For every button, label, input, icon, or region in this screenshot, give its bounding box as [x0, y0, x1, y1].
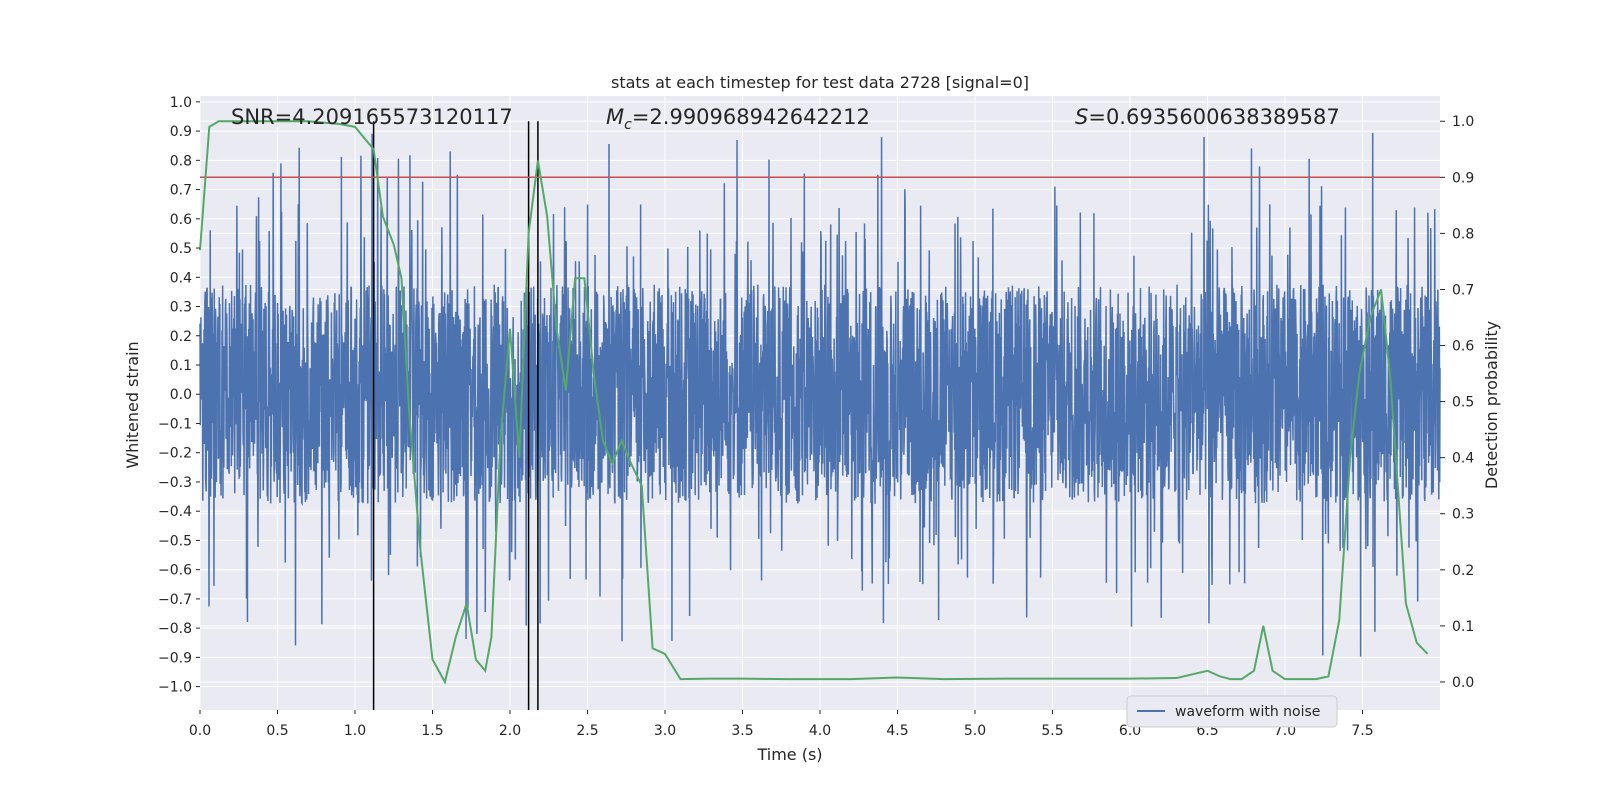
y-tick-labels: 1.0 0.9 0.8 0.7 0.6 0.5 0.4 0.3 0.2 0.1 0.0 −0.1 −0.… [158, 95, 200, 696]
probability-line [199, 120, 1429, 685]
y-tick-label: 0.4 [170, 270, 192, 286]
x-tick-label: 0.5 [266, 723, 288, 739]
x-tick-label: 1.0 [344, 723, 366, 739]
x-tick-label: 0.0 [189, 723, 211, 739]
y-tick-label: −0.7 [158, 592, 192, 608]
y-tick-label: 0.9 [170, 124, 192, 140]
x-tick-label: 2.5 [576, 723, 598, 739]
y2-tick-label: 0.6 [1452, 339, 1474, 355]
x-tick-label: 2.0 [499, 723, 521, 739]
y-tick-label: 1.0 [170, 95, 192, 111]
y-tick-label: −0.4 [158, 504, 192, 520]
y-tick-label: 0.5 [170, 241, 192, 257]
vertical-markers [372, 121, 539, 710]
y2-tick-label: 0.8 [1452, 226, 1474, 242]
x-tick-label: 7.5 [1351, 723, 1373, 739]
probability-series [199, 120, 1429, 685]
chart-title: stats at each timestep for test data 272… [611, 73, 1029, 92]
x-tick-labels: 0.0 0.5 1.0 1.5 2.0 2.5 3.0 3.5 4.0 4.5 5.0 5.5 6.0 6… [189, 710, 1374, 739]
y-tick-label: −1.0 [158, 680, 192, 696]
y2-tick-label: 0.5 [1452, 395, 1474, 411]
y-tick-label: 0.8 [170, 153, 192, 169]
y2-tick-label: 0.0 [1452, 675, 1474, 691]
y2-tick-label: 0.1 [1452, 619, 1474, 635]
x-tick-label: 4.0 [809, 723, 831, 739]
s-symbol: S [1075, 105, 1088, 129]
y2-axis-title: Detection probability [1482, 321, 1501, 489]
y2-tick-label: 0.3 [1452, 507, 1474, 523]
legend: waveform with noise [1126, 695, 1338, 728]
y2-tick-labels: 1.0 0.9 0.8 0.7 0.6 0.5 0.4 0.3 0.2 0.1 0.0 [1440, 114, 1474, 691]
s-value: =0.6935600638389587 [1088, 105, 1339, 129]
x-tick-label: 5.0 [964, 723, 986, 739]
x-tick-label: 4.5 [886, 723, 908, 739]
y-tick-label: −0.5 [158, 533, 192, 549]
y-tick-label: 0.6 [170, 212, 192, 228]
s-annotation: S=0.6935600638389587 [1075, 105, 1340, 129]
chirp-mass-symbol: M [606, 105, 624, 129]
y-axis-title: Whitened strain [123, 341, 142, 468]
y-tick-label: −0.1 [158, 416, 192, 432]
y2-tick-label: 0.2 [1452, 563, 1474, 579]
x-tick-label: 3.0 [654, 723, 676, 739]
y-tick-label: −0.6 [158, 563, 192, 579]
y-tick-label: 0.0 [170, 387, 192, 403]
y2-tick-label: 0.7 [1452, 282, 1474, 298]
chirp-mass-annotation: Mc=2.990968942642212 [606, 105, 870, 133]
y2-tick-label: 1.0 [1452, 114, 1474, 130]
y2-tick-label: 0.4 [1452, 451, 1474, 467]
chirp-mass-value: =2.990968942642212 [632, 105, 870, 129]
y-tick-label: −0.2 [158, 446, 192, 462]
x-tick-label: 3.5 [731, 723, 753, 739]
y-tick-label: 0.2 [170, 329, 192, 345]
x-axis-title: Time (s) [756, 745, 822, 764]
x-tick-label: 5.5 [1041, 723, 1063, 739]
y-tick-label: 0.3 [170, 300, 192, 316]
y-tick-label: −0.3 [158, 475, 192, 491]
chirp-mass-subscript: c [624, 117, 632, 133]
snr-annotation: SNR=4.209165573120117 [231, 105, 513, 129]
y-tick-label: 0.7 [170, 183, 192, 199]
legend-box [1126, 695, 1338, 728]
y2-tick-label: 0.9 [1452, 170, 1474, 186]
x-tick-label: 1.5 [421, 723, 443, 739]
y-tick-label: −0.8 [158, 621, 192, 637]
y-tick-label: 0.1 [170, 358, 192, 374]
y-tick-label: −0.9 [158, 650, 192, 666]
legend-label: waveform with noise [1175, 704, 1320, 720]
